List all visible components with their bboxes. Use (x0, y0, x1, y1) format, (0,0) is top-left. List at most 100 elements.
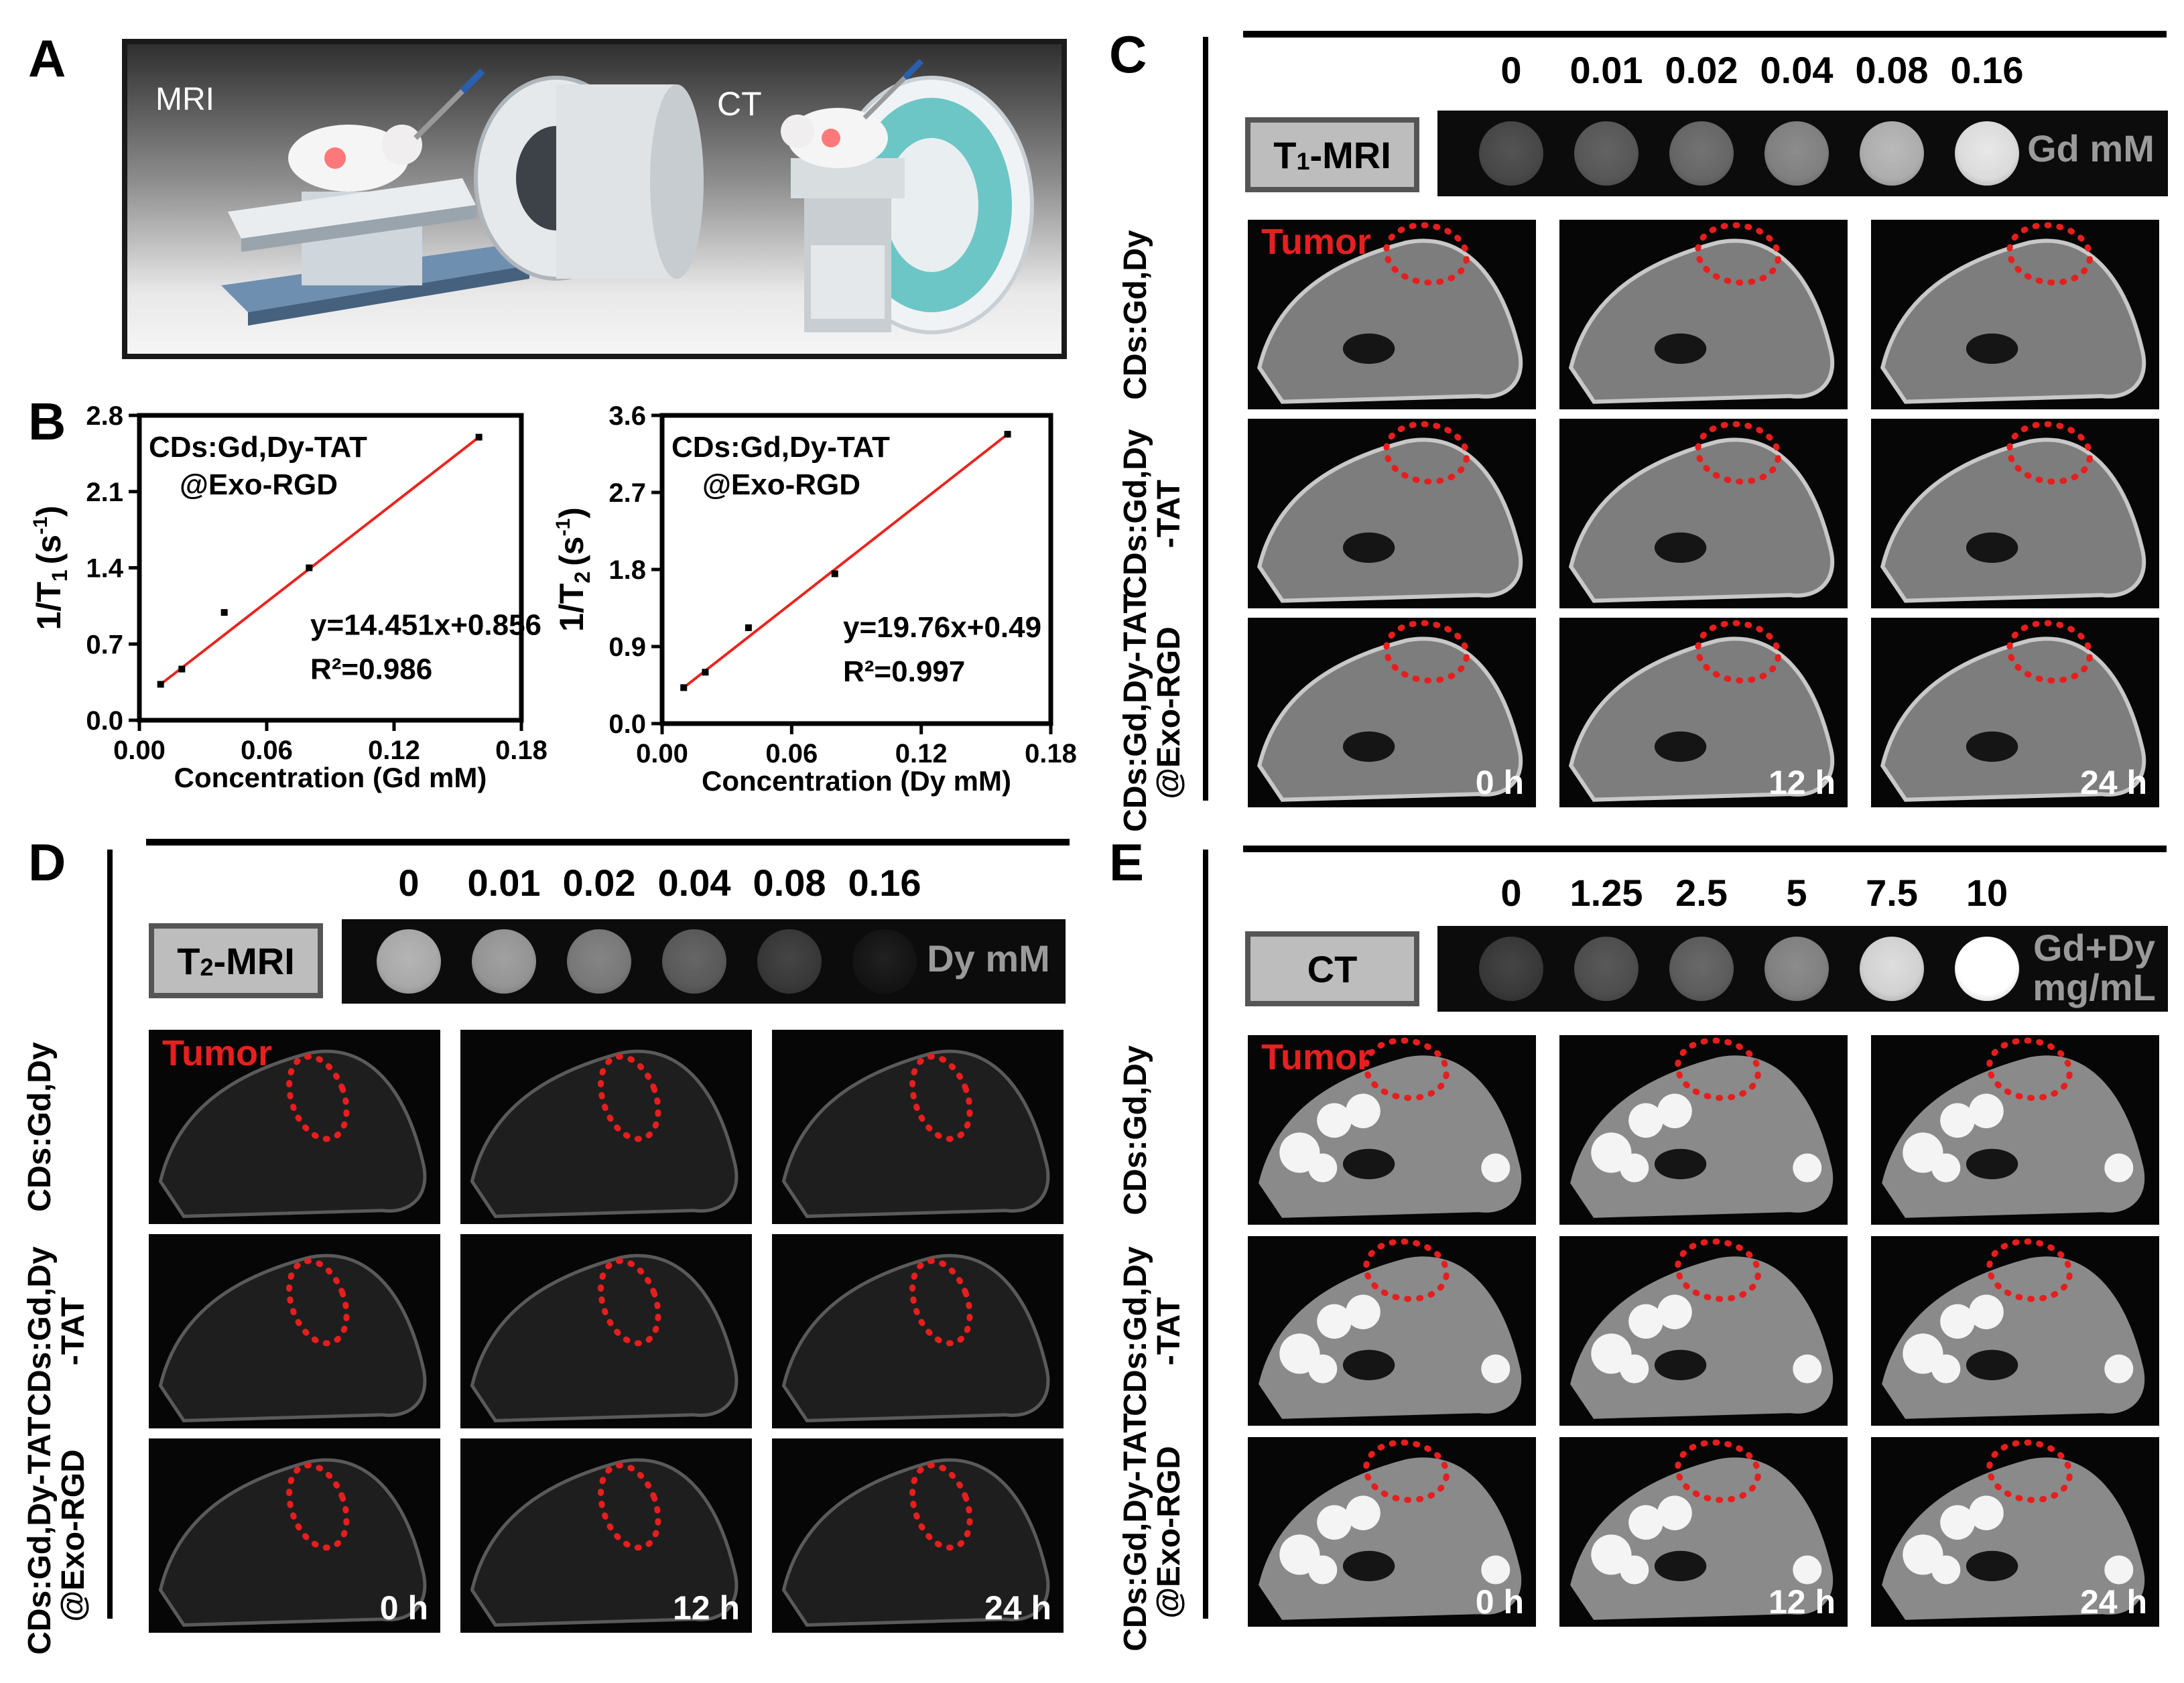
panelD-phantom-5 (852, 929, 917, 994)
b2-xtick-label: 0.00 (636, 739, 688, 768)
panelD-scan-r1-c0 (149, 1234, 440, 1428)
b1-xtick-label: 0.18 (495, 736, 548, 765)
panelC-time-label-0: 0 h (1475, 764, 1524, 801)
panelC-concentration-5: 0.16 (1950, 49, 2024, 91)
mouse-slice-icon (1257, 421, 1523, 603)
relaxivity-chart-t1: 0.0 0.7 1.4 2.1 2.8 0.00 0.06 0.12 0.18 CDs:Gd,Dy… (29, 401, 548, 793)
b1-ytick-label: 1.4 (86, 554, 123, 584)
b1-r-squared: R²=0.986 (310, 653, 432, 686)
panelE-concentration-0: 0 (1500, 872, 1522, 914)
b1-title-line1: CDs:Gd,Dy-TAT (149, 431, 367, 464)
panelC-phantom-5 (1955, 121, 2019, 186)
panelD-phantom-2 (567, 929, 631, 994)
mouse-slice-icon (158, 1254, 427, 1422)
panel-d-divider (107, 850, 113, 1619)
mouse-slice-icon (470, 1049, 738, 1218)
panelE-phantom-5 (1955, 937, 2019, 1001)
b2-xtick-label: 0.06 (765, 739, 818, 768)
panelD-row-label-line: @Exo-RGD (56, 1449, 92, 1622)
panelC-phantom-4 (1860, 121, 1924, 186)
panelD-concentration-3: 0.04 (657, 862, 731, 904)
panel-label-c: C (1109, 25, 1147, 84)
b2-data-point (745, 624, 752, 631)
panelD-time-label-1: 12 h (672, 1589, 740, 1627)
panelD-unit-label: Dy mM (918, 939, 1059, 979)
mouse-slice-icon (1570, 1439, 1834, 1620)
panelE-phantom-strip (1437, 926, 2168, 1012)
panelC-unit-line: Gd mM (2027, 127, 2155, 170)
mouse-slice-icon (781, 1458, 1050, 1627)
panelD-scan-r2-c2: 24 h (772, 1438, 1064, 1633)
panelE-time-label-0: 0 h (1475, 1583, 1524, 1621)
panelC-time-label-1: 12 h (1768, 764, 1836, 801)
panelE-concentration-5: 10 (1966, 872, 2008, 914)
mouse-slice-icon (1568, 620, 1835, 802)
panelE-modality-label: CT (1245, 931, 1419, 1006)
panelC-row-label-line: CDs:Gd,Dy-TAT (1118, 593, 1153, 832)
b1-equation: y=14.451x+0.856 (310, 609, 541, 642)
b1-ytick-label: 0.0 (86, 706, 123, 736)
panelC-modality-main: T (1273, 133, 1297, 176)
mouse-slice-icon (1568, 222, 1835, 404)
b2-title-line1: CDs:Gd,Dy-TAT (671, 431, 890, 464)
mouse-slice-icon (1882, 1238, 2145, 1419)
panelD-scan-r0-c2 (772, 1030, 1064, 1224)
b1-title-line2: @Exo-RGD (180, 468, 338, 501)
b2-data-point (831, 570, 838, 578)
panelC-scan-r1-c2 (1871, 419, 2159, 608)
panelD-phantom-0 (377, 929, 441, 994)
panel-label-e: E (1109, 833, 1145, 892)
mouse-slice-icon (1259, 1238, 1522, 1419)
panelC-row-label-line: @Exo-RGD (1151, 626, 1187, 799)
b1-data-point (306, 564, 313, 571)
panelE-scan-r0-c0: Tumor (1248, 1035, 1536, 1225)
b2-ytick-label: 0.9 (608, 632, 646, 662)
mouse-slice-icon (158, 1458, 427, 1627)
panelE-scan-r2-c2: 24 h (1871, 1437, 2159, 1627)
panelC-modality-sub: 1 (1296, 147, 1310, 175)
panelC-concentration-4: 0.08 (1855, 49, 1929, 91)
b2-equation: y=19.76x+0.49 (843, 611, 1041, 644)
panelD-scan-r2-c0: 0 h (149, 1438, 440, 1633)
panelD-phantom-4 (757, 929, 822, 994)
svg-text:1/T2(s-1): 1/T2(s-1) (552, 507, 594, 632)
panelE-row-label-2: CDs:Gd,Dy-TAT @Exo-RGD (1118, 1385, 1200, 1680)
b2-data-point (680, 684, 688, 691)
panelC-phantom-2 (1669, 121, 1734, 186)
panelD-concentration-2: 0.02 (562, 862, 636, 904)
panelE-tumor-label: Tumor (1261, 1037, 1371, 1077)
panelD-scan-r0-c1 (460, 1030, 752, 1224)
panelC-scan-r2-c1: 12 h (1559, 618, 1848, 807)
b2-title-line2: @Exo-RGD (702, 468, 860, 501)
panelC-concentration-1: 0.01 (1569, 49, 1643, 91)
b1-y-axis-label: 1/T1(s-1) (29, 506, 72, 630)
panelE-scan-r1-c0 (1248, 1236, 1536, 1426)
ct-label: CT (717, 85, 762, 123)
panelD-phantom-strip (342, 919, 1066, 1004)
panel-label-b: B (28, 392, 66, 451)
panelC-modality-label: T 1 -MRI (1245, 117, 1419, 192)
panelC-scan-r1-c1 (1559, 419, 1848, 608)
panel-e-topbar (1243, 846, 2167, 852)
panelD-concentration-0: 0 (398, 862, 420, 904)
panelC-phantom-strip (1437, 111, 2168, 196)
panelD-phantom-1 (472, 929, 536, 994)
panelE-scan-r2-c0: 0 h (1248, 1437, 1536, 1627)
panelD-scan-r0-c0: Tumor (149, 1030, 440, 1224)
b1-ytick-label: 2.8 (86, 401, 123, 431)
panelE-unit-line: mg/mL (2033, 965, 2156, 1008)
mouse-slice-icon (1259, 1439, 1522, 1620)
panelC-concentration-3: 0.04 (1760, 49, 1834, 91)
panelD-scan-r2-c1: 12 h (460, 1438, 752, 1633)
panelC-phantom-0 (1479, 121, 1543, 186)
panelE-row-label-line: CDs:Gd,Dy-TAT (1118, 1412, 1153, 1652)
b2-data-point (1004, 431, 1011, 438)
b1-ytick-label: 0.7 (86, 630, 123, 659)
mouse-slice-icon (1259, 1037, 1522, 1218)
panelE-concentration-1: 1.25 (1569, 872, 1643, 914)
b1-xtick-label: 0.00 (113, 736, 166, 765)
panelC-phantom-1 (1574, 121, 1639, 186)
mouse-slice-icon (1882, 1439, 2145, 1620)
panelE-concentration-2: 2.5 (1675, 872, 1728, 914)
panelD-phantom-3 (662, 929, 726, 994)
